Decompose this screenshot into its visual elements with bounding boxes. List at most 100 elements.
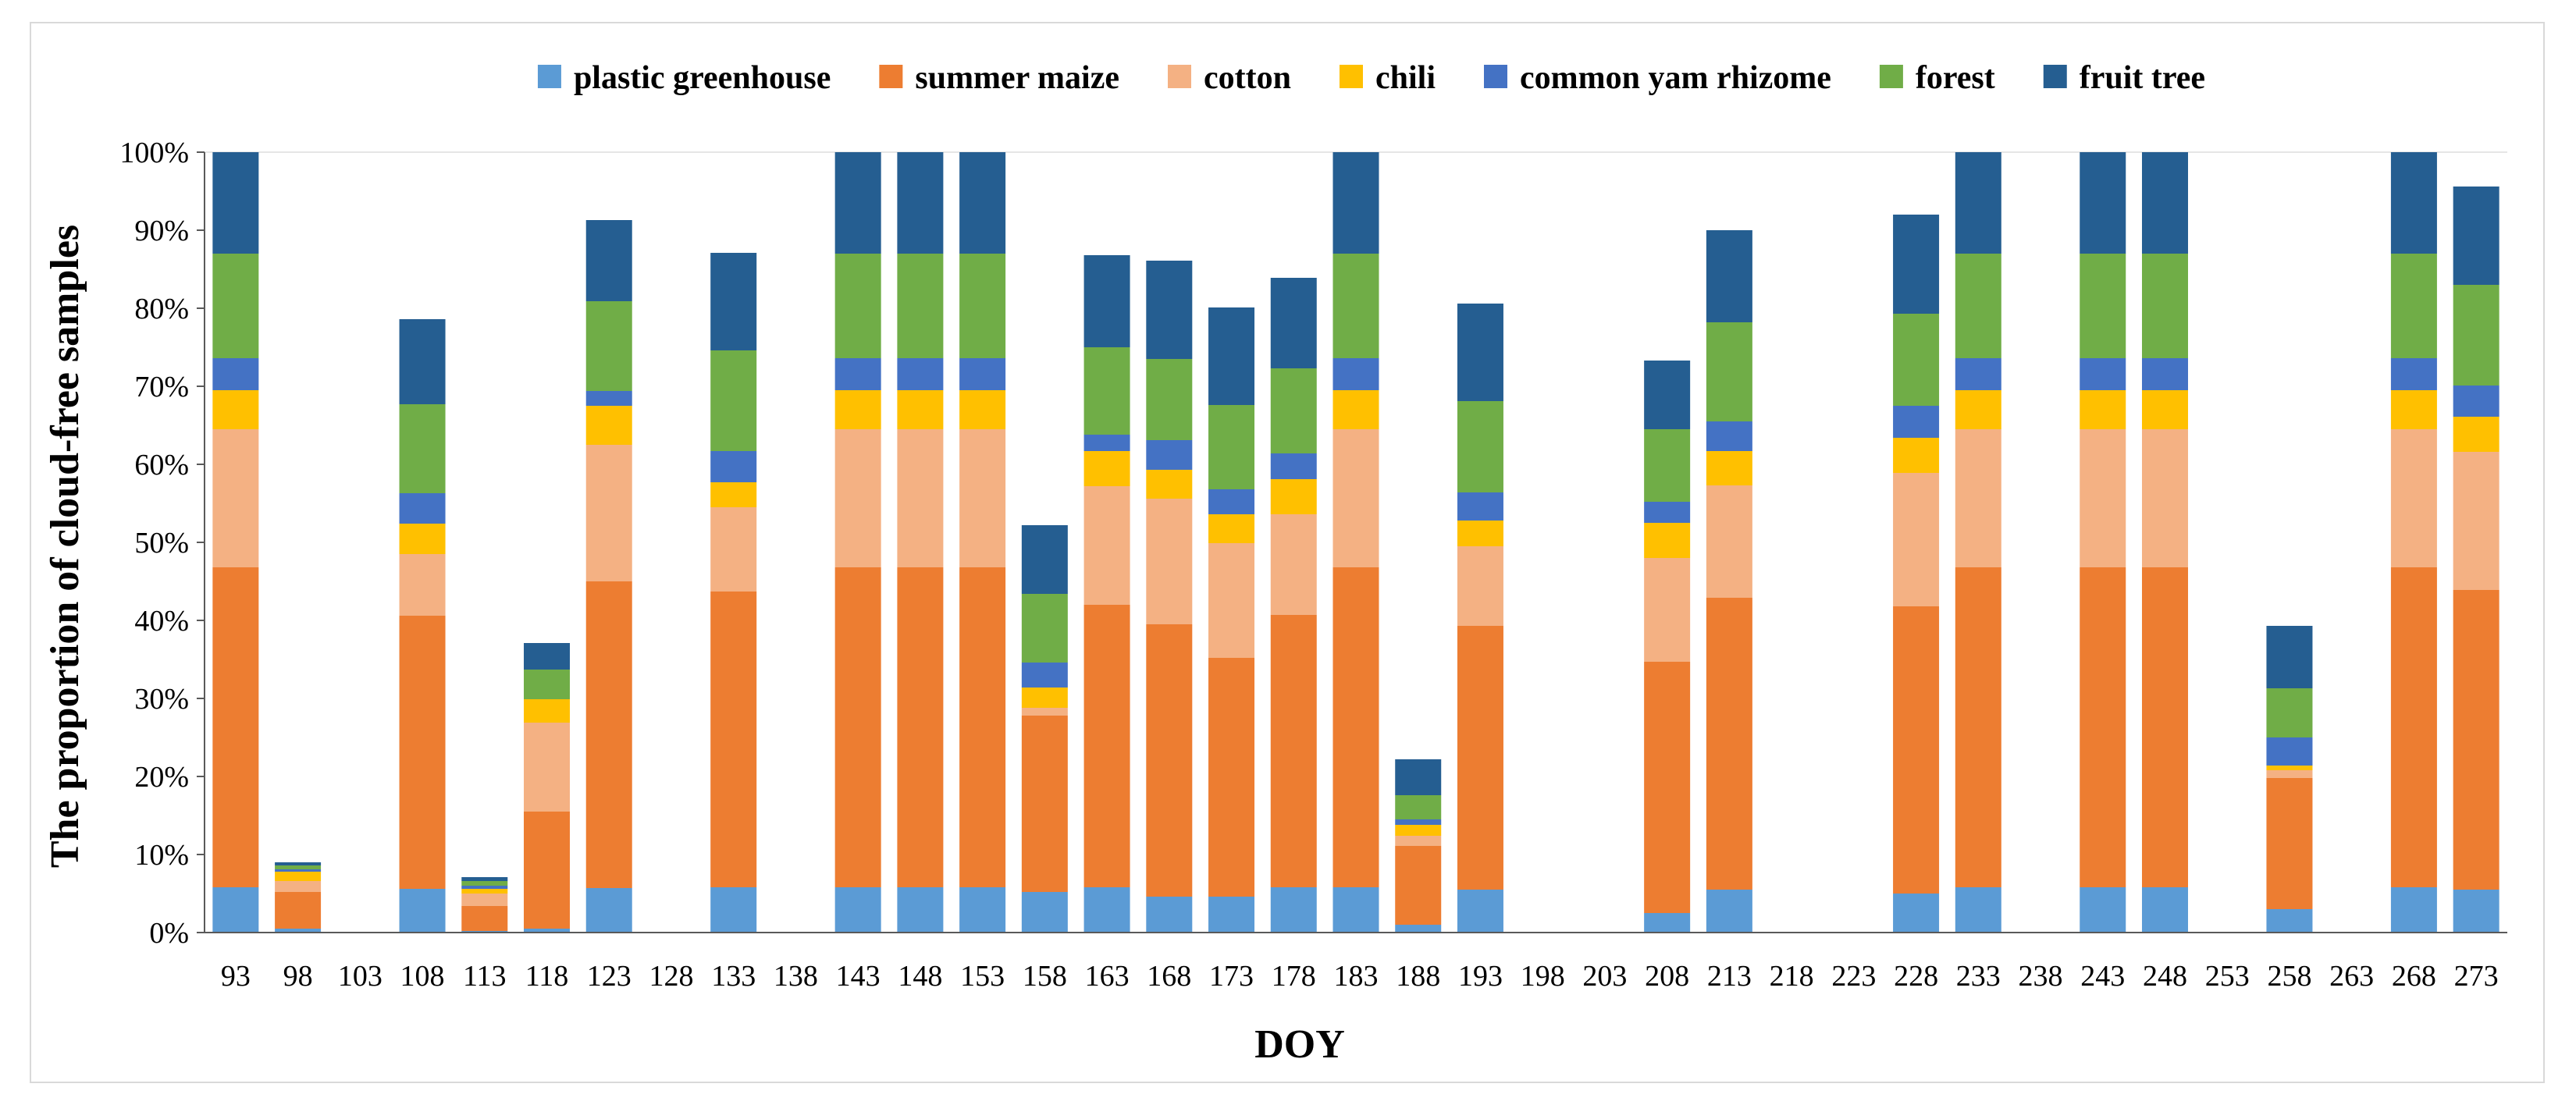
bar-segment-chili-228	[1893, 438, 1940, 473]
bar-segment-chili-268	[2390, 390, 2437, 429]
bar-segment-forest-168	[1146, 359, 1193, 440]
legend-label-forest: forest	[1916, 60, 1995, 96]
legend-swatch-fruit-tree	[2043, 65, 2067, 88]
bar-segment-common-yam-rhizome-93	[212, 358, 259, 390]
y-tick-labels: 0% 10% 20% 30% 40% 50% 60% 70% 80% 90% 100%	[119, 137, 189, 950]
x-tick-label: 168	[1147, 960, 1191, 993]
x-tick-label: 158	[1023, 960, 1067, 993]
bar-segment-common-yam-rhizome-148	[897, 358, 944, 390]
bar-segment-plastic-greenhouse-158	[1021, 892, 1068, 933]
bar-segment-forest-148	[897, 254, 944, 358]
bar-segment-common-yam-rhizome-158	[1021, 663, 1068, 688]
bar-segment-cotton-158	[1021, 708, 1068, 716]
bar-segment-common-yam-rhizome-233	[1955, 358, 2001, 390]
bar-segment-plastic-greenhouse-148	[897, 887, 944, 933]
y-tick-label: 30%	[134, 683, 189, 716]
bar-segment-summer-maize-233	[1955, 567, 2001, 887]
x-tick-label: 258	[2267, 960, 2311, 993]
x-tick-label: 213	[1707, 960, 1752, 993]
bar-segment-forest-183	[1332, 254, 1379, 358]
bar-segment-plastic-greenhouse-273	[2453, 890, 2500, 933]
x-tick-label: 93	[221, 960, 251, 993]
bar-segment-chili-243	[2080, 390, 2126, 429]
bar-segment-forest-98	[275, 865, 322, 869]
bar-segment-common-yam-rhizome-143	[834, 358, 881, 390]
bar-segment-plastic-greenhouse-108	[399, 889, 446, 933]
bar-segment-common-yam-rhizome-168	[1146, 440, 1193, 470]
bar-segment-plastic-greenhouse-248	[2141, 887, 2188, 933]
bar-segment-summer-maize-148	[897, 567, 944, 887]
bar-segment-plastic-greenhouse-173	[1208, 897, 1255, 933]
bar-segment-chili-173	[1208, 514, 1255, 543]
bar-segment-forest-173	[1208, 405, 1255, 489]
bar-segment-cotton-258	[2266, 770, 2313, 778]
bar-segment-summer-maize-113	[461, 906, 508, 931]
bar-segment-forest-158	[1021, 594, 1068, 663]
x-tick-label: 248	[2143, 960, 2187, 993]
bar-segment-common-yam-rhizome-188	[1395, 819, 1442, 825]
bar-segment-fruit-tree-178	[1270, 278, 1317, 368]
bar-segment-plastic-greenhouse-93	[212, 887, 259, 933]
bar-segment-fruit-tree-148	[897, 152, 944, 254]
bar-segment-forest-273	[2453, 285, 2500, 386]
bar-segment-plastic-greenhouse-213	[1706, 890, 1752, 933]
bar-segment-forest-193	[1457, 401, 1503, 492]
bar-segment-summer-maize-258	[2266, 778, 2313, 909]
bar-segment-fruit-tree-193	[1457, 304, 1503, 401]
bar-segment-plastic-greenhouse-123	[585, 888, 632, 933]
legend-swatch-cotton	[1168, 65, 1191, 88]
bar-segment-common-yam-rhizome-123	[585, 391, 632, 406]
bar-segment-common-yam-rhizome-243	[2080, 358, 2126, 390]
bar-segment-forest-118	[524, 670, 571, 699]
bar-segment-cotton-123	[585, 445, 632, 581]
y-tick-label: 90%	[134, 215, 189, 247]
bar-segment-chili-183	[1332, 390, 1379, 429]
bar-segment-chili-123	[585, 406, 632, 445]
bar-segment-fruit-tree-158	[1021, 525, 1068, 594]
bar-segment-plastic-greenhouse-133	[710, 887, 757, 933]
bar-segment-cotton-208	[1644, 558, 1691, 662]
bar-segment-cotton-153	[959, 429, 1006, 567]
bar-segment-common-yam-rhizome-153	[959, 358, 1006, 390]
bar-segment-cotton-163	[1083, 486, 1130, 605]
bar-segment-fruit-tree-273	[2453, 187, 2500, 285]
y-tick-label: 40%	[134, 605, 189, 638]
bar-segment-plastic-greenhouse-183	[1332, 887, 1379, 933]
bar-segment-forest-208	[1644, 429, 1691, 502]
bar-segment-summer-maize-163	[1083, 605, 1130, 887]
legend-swatch-plastic-greenhouse	[537, 65, 561, 88]
bar-segment-cotton-98	[275, 881, 322, 892]
bar-segment-cotton-243	[2080, 429, 2126, 567]
x-tick-label: 153	[960, 960, 1005, 993]
bar-segment-plastic-greenhouse-118	[524, 929, 571, 933]
x-tick-label: 243	[2080, 960, 2125, 993]
bar-segment-common-yam-rhizome-163	[1083, 435, 1130, 451]
bar-segment-cotton-168	[1146, 499, 1193, 624]
bar-segment-plastic-greenhouse-228	[1893, 894, 1940, 933]
bar-segment-chili-258	[2266, 766, 2313, 770]
bar-segment-fruit-tree-98	[275, 862, 322, 865]
bar-segment-plastic-greenhouse-168	[1146, 897, 1193, 933]
bar-segment-common-yam-rhizome-213	[1706, 421, 1752, 451]
bar-segment-forest-133	[710, 350, 757, 451]
bar-segment-cotton-268	[2390, 429, 2437, 567]
bar-segment-fruit-tree-143	[834, 152, 881, 254]
bar-segment-chili-248	[2141, 390, 2188, 429]
bar-segment-chili-153	[959, 390, 1006, 429]
bar-segment-summer-maize-153	[959, 567, 1006, 887]
bar-segment-summer-maize-228	[1893, 606, 1940, 894]
x-tick-label: 173	[1209, 960, 1254, 993]
bar-segment-forest-153	[959, 254, 1006, 358]
bar-segment-forest-258	[2266, 688, 2313, 737]
bar-segment-summer-maize-168	[1146, 624, 1193, 897]
bar-segment-fruit-tree-243	[2080, 152, 2126, 254]
bar-segment-forest-233	[1955, 254, 2001, 358]
bar-segment-common-yam-rhizome-258	[2266, 737, 2313, 766]
x-tick-label: 103	[338, 960, 382, 993]
bar-segment-chili-148	[897, 390, 944, 429]
bar-segment-cotton-133	[710, 507, 757, 592]
legend-label-fruit-tree: fruit tree	[2080, 60, 2205, 96]
axes	[197, 151, 2507, 933]
x-tick-label: 273	[2454, 960, 2499, 993]
bar-segment-common-yam-rhizome-268	[2390, 358, 2437, 390]
